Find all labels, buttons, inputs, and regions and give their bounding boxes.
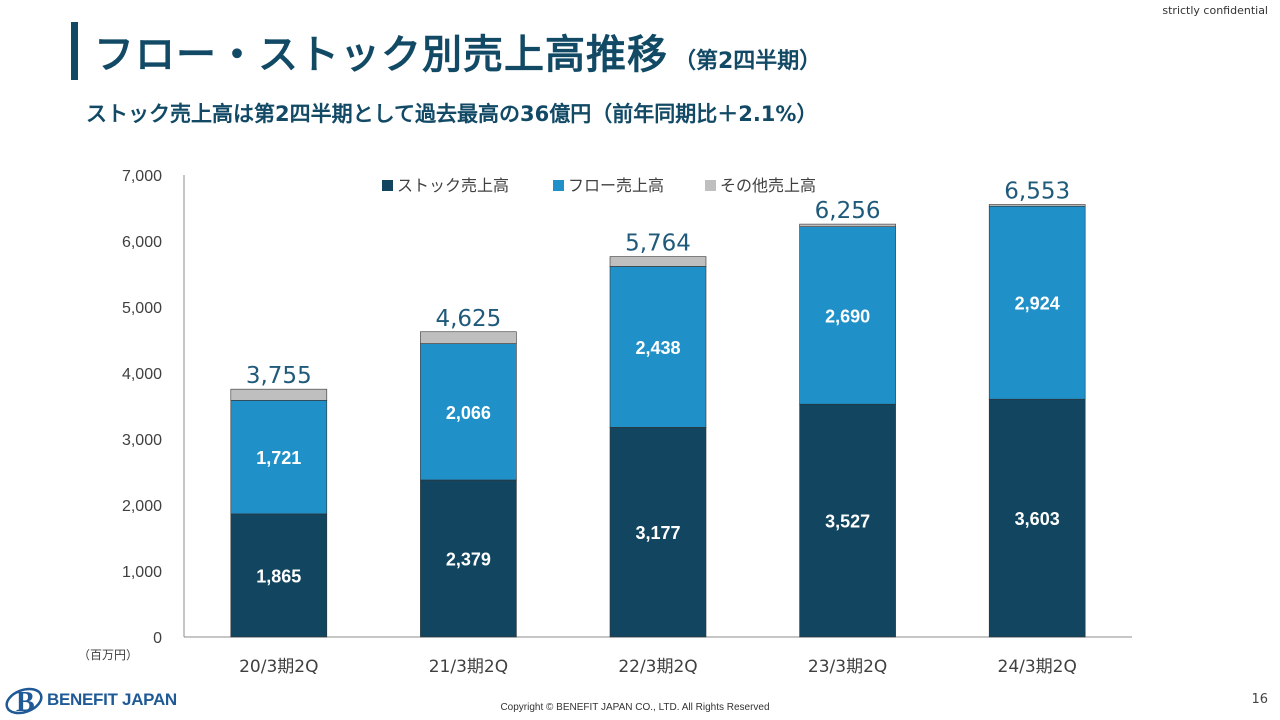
logo-text: BENEFIT JAPAN [47, 690, 177, 709]
bar-segment [420, 479, 517, 638]
bar-data-label: 2,379 [446, 549, 491, 569]
bar-segment [988, 205, 1086, 400]
bar-segment [988, 204, 1086, 207]
legend-swatch [382, 180, 393, 191]
legend-swatch [705, 180, 716, 191]
bar-data-label: 1,865 [256, 566, 301, 586]
legend-label: その他売上高 [720, 176, 816, 195]
legend-swatch [553, 180, 564, 191]
bar-segment [799, 226, 896, 405]
y-tick-label: 6,000 [122, 234, 162, 251]
bar-data-label: 2,438 [635, 338, 680, 358]
page-title: フロー・ストック別売上高推移 （第2四半期） [94, 22, 821, 80]
company-logo: B BENEFIT JAPAN [4, 684, 177, 716]
bar-data-label: 3,603 [1015, 509, 1060, 529]
copyright-notice: Copyright © BENEFIT JAPAN CO., LTD. All … [500, 702, 770, 713]
bar-total-label: 5,764 [625, 231, 691, 257]
y-tick-label: 5,000 [122, 300, 162, 317]
bar-segment [230, 400, 328, 515]
y-tick-label: 1,000 [122, 564, 162, 581]
bar-data-label: 2,690 [825, 306, 870, 326]
x-tick-label: 20/3期2Q [239, 657, 318, 677]
bar-data-label: 1,721 [256, 448, 301, 468]
y-tick-label: 2,000 [122, 498, 162, 515]
page-number: 16 [1251, 692, 1268, 707]
bar-total-label: 6,256 [815, 198, 881, 224]
bar-total-label: 6,553 [1004, 179, 1070, 205]
bar-data-label: 2,066 [446, 403, 491, 423]
page-subtitle: ストック売上高は第2四半期として過去最高の36億円（前年同期比＋2.1%） [86, 102, 818, 126]
page-title-period: （第2四半期） [674, 49, 822, 74]
legend-label: ストック売上高 [397, 176, 509, 195]
bar-data-label: 3,177 [635, 523, 680, 543]
y-tick-label: 0 [153, 630, 162, 647]
bar-data-label: 2,924 [1015, 294, 1060, 314]
bar-segment [988, 398, 1086, 638]
bar-segment [799, 403, 896, 638]
x-tick-label: 21/3期2Q [429, 657, 508, 677]
bar-total-label: 4,625 [435, 306, 501, 332]
confidential-label: strictly confidential [1162, 4, 1268, 17]
bar-total-label: 3,755 [246, 363, 312, 389]
bar-segment [420, 331, 517, 344]
legend-label: フロー売上高 [568, 176, 664, 195]
bar-data-label: 3,527 [825, 512, 870, 532]
y-tick-label: 3,000 [122, 432, 162, 449]
title-accent-bar [71, 22, 78, 80]
page-title-main: フロー・ストック別売上高推移 [94, 32, 668, 78]
bar-segment [609, 427, 707, 638]
y-tick-label: 7,000 [122, 168, 162, 185]
bar-segment [609, 266, 707, 428]
bar-segment [420, 343, 517, 481]
bar-segment [609, 256, 707, 267]
x-tick-label: 24/3期2Q [998, 657, 1077, 677]
bar-segment [799, 223, 896, 227]
y-unit-label: （百万円） [78, 648, 138, 662]
svg-text:B: B [16, 687, 35, 716]
y-tick-label: 4,000 [122, 366, 162, 383]
logo-b-mark-icon: B [5, 687, 43, 716]
bar-segment [230, 513, 328, 638]
x-tick-label: 22/3期2Q [618, 657, 697, 677]
bar-segment [230, 388, 328, 401]
x-tick-label: 23/3期2Q [808, 657, 887, 677]
